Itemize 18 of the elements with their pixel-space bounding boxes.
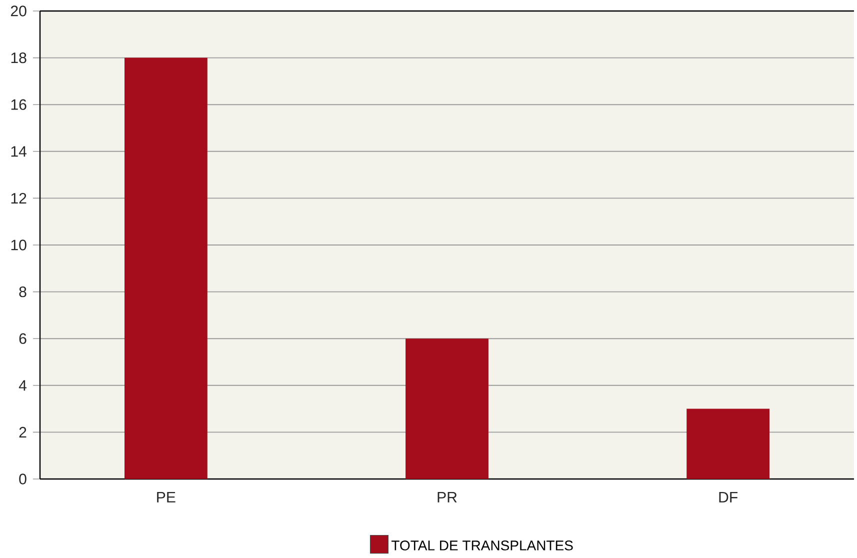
y-tick-label: 18 (11, 52, 26, 64)
y-tick-label: 2 (19, 427, 26, 438)
x-tick-label: DF (719, 492, 738, 503)
y-tick-label: 20 (10, 6, 26, 17)
y-tick-label: 14 (11, 146, 27, 157)
bar (406, 338, 488, 480)
legend-label: TOTAL DE TRANSPLANTES (391, 540, 573, 551)
y-tick-label: 10 (11, 240, 26, 251)
y-tick-label: 8 (19, 286, 26, 298)
y-tick-label: 6 (19, 333, 26, 344)
y-tick-label: 12 (11, 193, 26, 204)
bar (124, 58, 208, 480)
x-tick-label: PR (438, 492, 457, 503)
y-tick-label: 16 (11, 99, 26, 110)
bar (686, 409, 770, 480)
x-tick-label: PE (157, 492, 176, 503)
y-tick-label: 0 (19, 474, 26, 485)
y-tick-label: 4 (18, 380, 27, 391)
